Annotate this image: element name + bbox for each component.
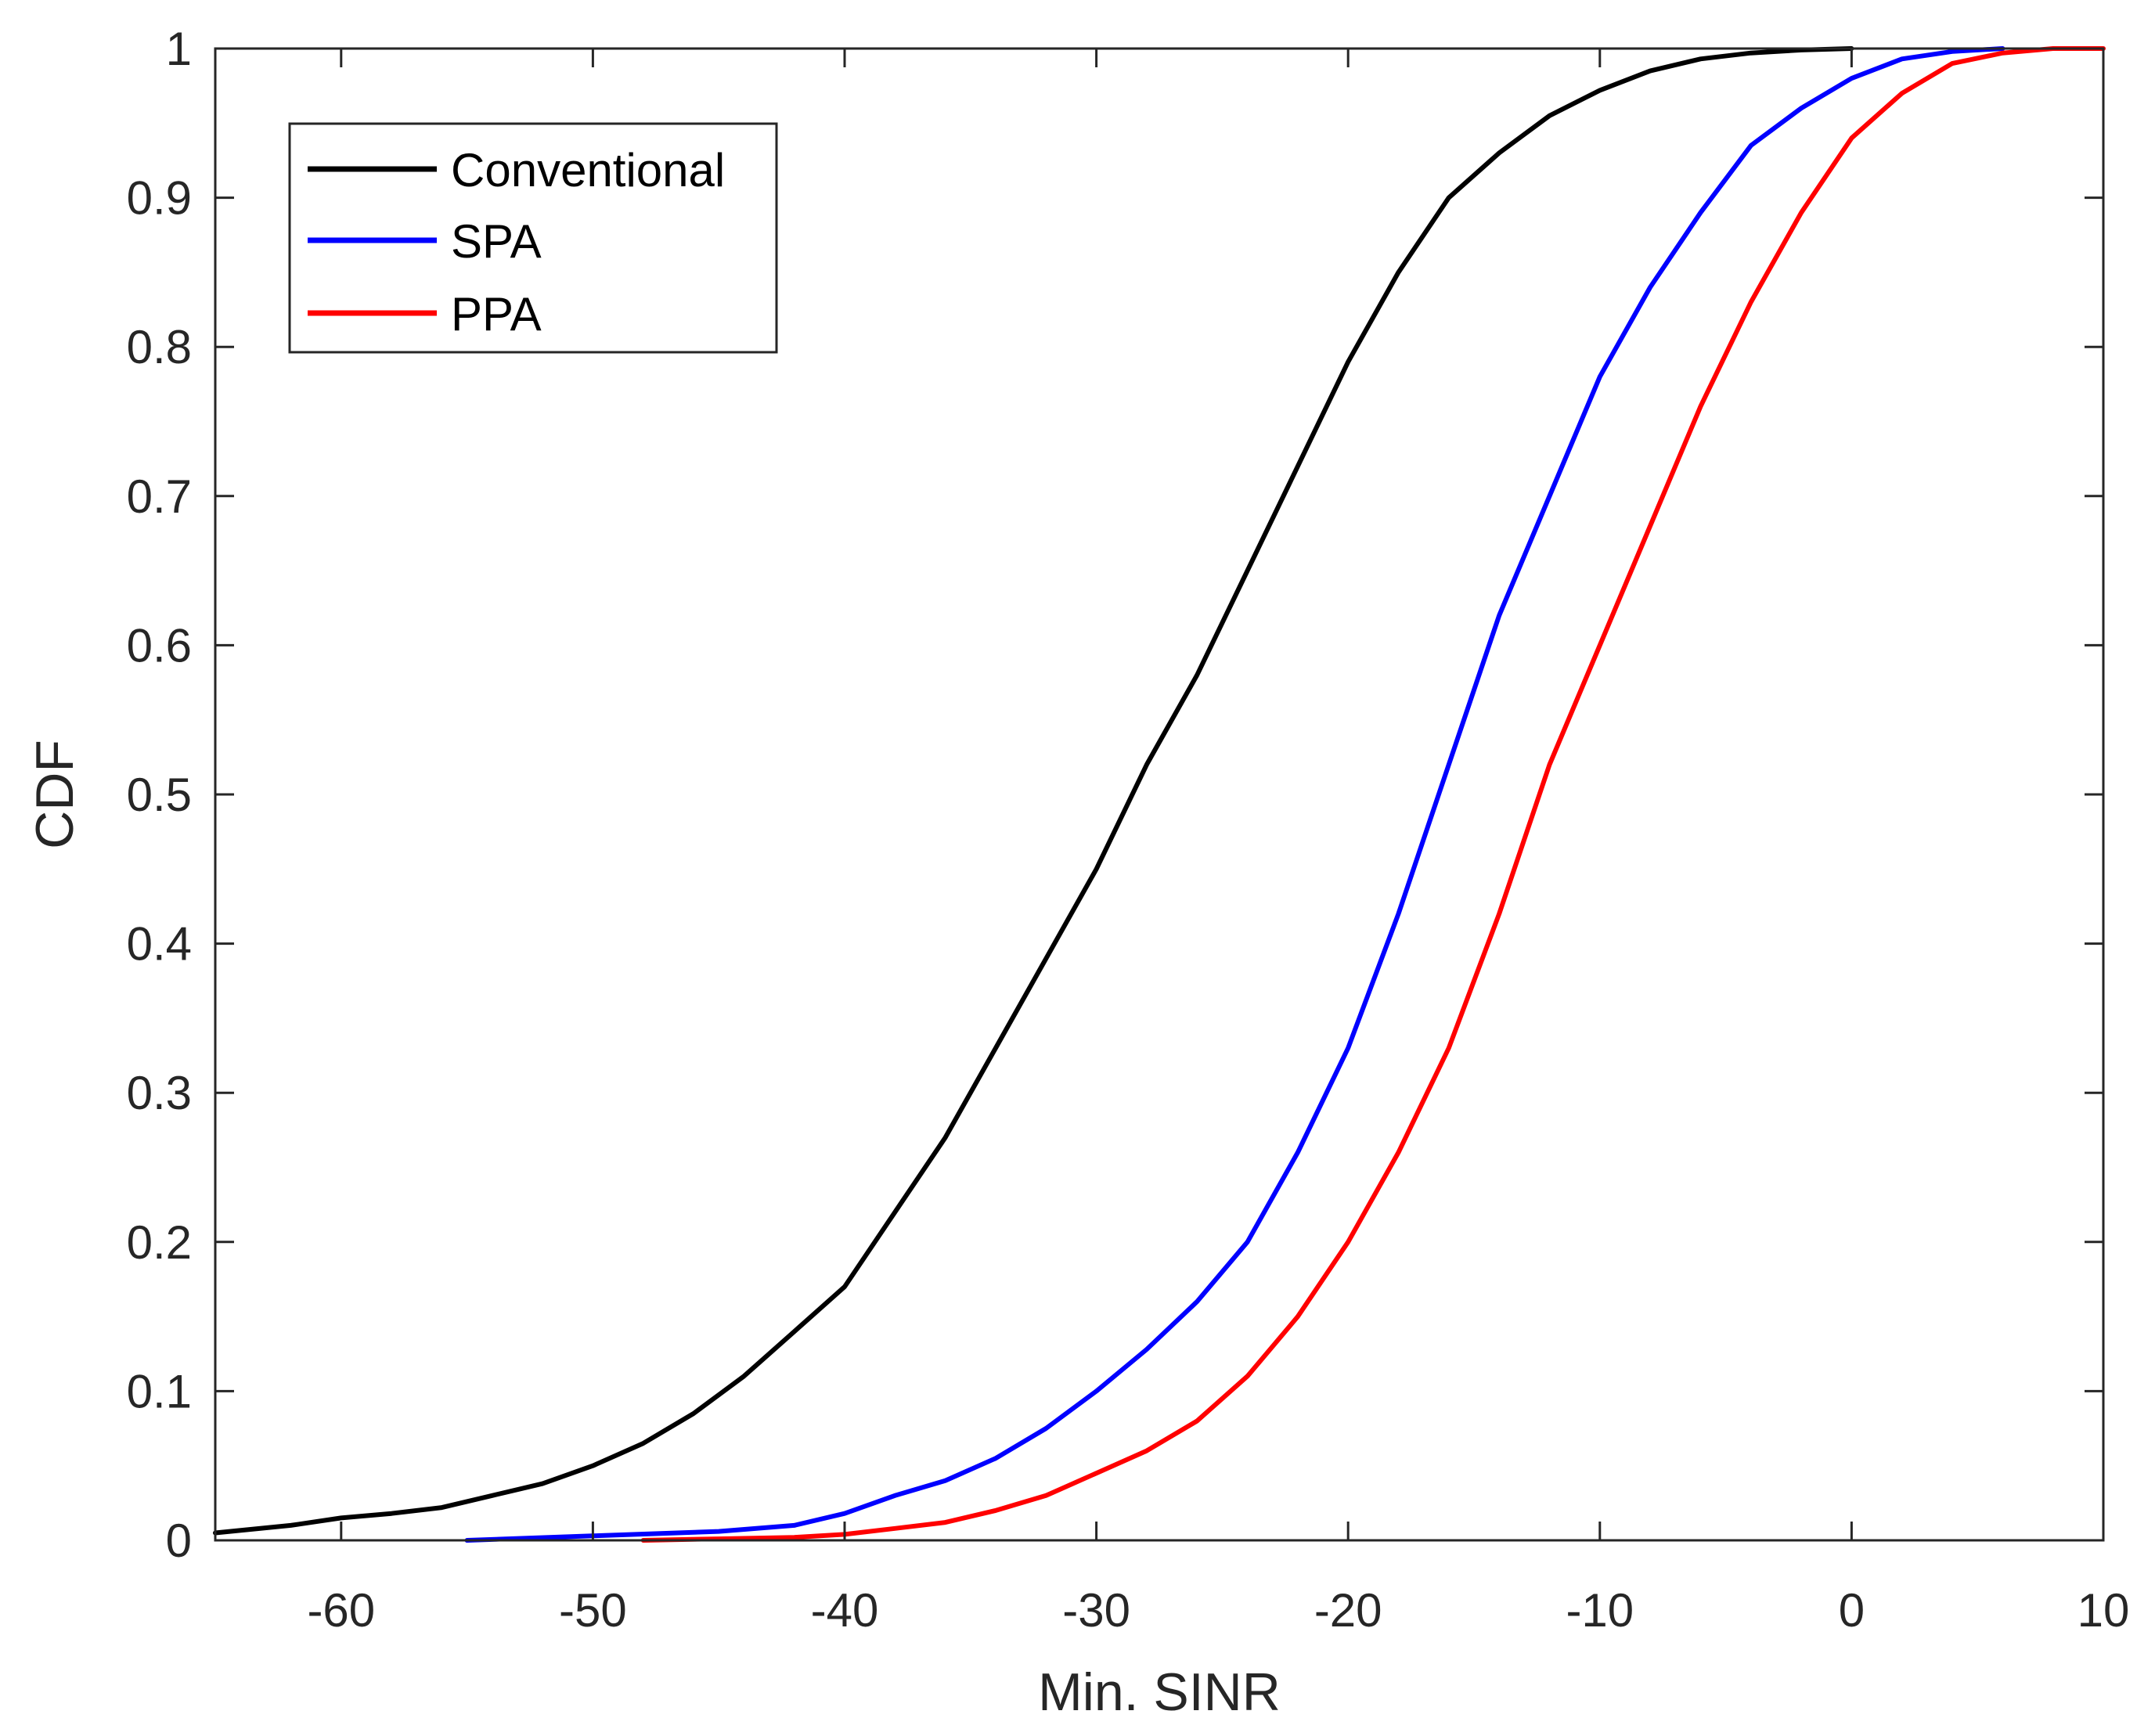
y-tick-label: 0.4 (127, 918, 192, 971)
series-line-spa (464, 46, 2005, 1543)
legend-label-ppa: PPA (451, 288, 542, 340)
series-line-conventional (213, 46, 1854, 1536)
y-tick-label: 0.1 (127, 1365, 192, 1417)
y-tick-label: 0.3 (127, 1067, 192, 1119)
y-tick-label: 1 (166, 23, 192, 75)
y-tick-label: 0.8 (127, 321, 192, 373)
legend-label-conventional: Conventional (451, 144, 725, 196)
y-tick-label: 0.2 (127, 1216, 192, 1269)
y-tick-label: 0.5 (127, 769, 192, 821)
x-tick-label: -60 (307, 1584, 375, 1637)
y-axis-label: CDF (25, 740, 85, 849)
legend: Conventional SPA PPA (288, 122, 778, 354)
y-tick-label: 0 (166, 1514, 192, 1567)
y-tick-label: 0.6 (127, 619, 192, 672)
x-tick-label: -30 (1062, 1584, 1130, 1637)
plot-frame (214, 47, 2105, 1542)
y-tick-label: 0.9 (127, 172, 192, 225)
tick-layer: -60 -50 -40 -30 -20 -10 0 10 0 0.1 0.2 0.3 0.4 0.5 0.6… (127, 23, 2130, 1637)
y-tick-label: 0.7 (127, 470, 192, 523)
x-tick-label: 10 (2078, 1584, 2130, 1637)
x-tick-label: -10 (1566, 1584, 1634, 1637)
series-line-ppa (640, 46, 2106, 1543)
x-axis-label: Min. SINR (1038, 1662, 1281, 1722)
x-tick-label: -50 (559, 1584, 627, 1637)
series-layer (213, 46, 2106, 1543)
legend-label-spa: SPA (451, 215, 542, 268)
x-tick-label: 0 (1839, 1584, 1865, 1637)
x-tick-label: -20 (1314, 1584, 1382, 1637)
x-tick-label: -40 (811, 1584, 879, 1637)
